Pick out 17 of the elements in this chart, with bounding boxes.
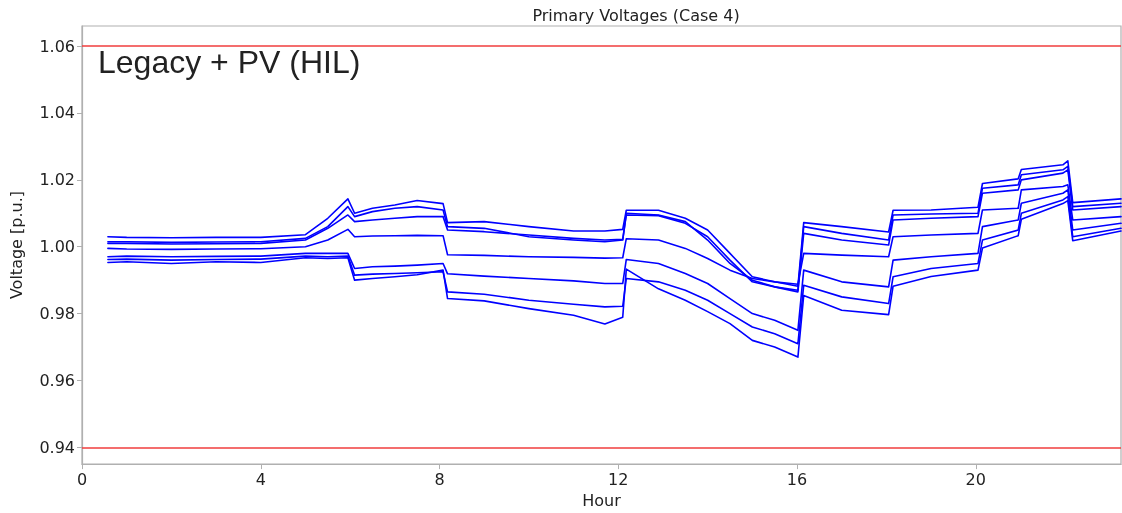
chart-title: Primary Voltages (Case 4): [532, 5, 740, 25]
x-tick-label: 20: [965, 469, 986, 489]
annotation: Legacy + PV (HIL): [98, 44, 361, 80]
y-tick-label: 0.98: [39, 304, 75, 324]
y-tick-label: 0.96: [39, 370, 75, 390]
y-tick-label: 0.94: [39, 437, 75, 457]
x-tick-label: 12: [608, 469, 629, 489]
y-tick-label: 1.02: [39, 170, 75, 190]
x-tick-label: 8: [434, 469, 445, 489]
x-tick-label: 0: [76, 469, 88, 489]
y-tick-label: 1.00: [39, 237, 75, 257]
y-tick-label: 1.04: [39, 103, 75, 123]
x-axis-title: Hour: [582, 490, 622, 510]
y-tick-label: 1.06: [39, 36, 75, 56]
y-axis-title: Voltage [p.u.]: [6, 191, 26, 300]
x-tick-label: 16: [786, 469, 808, 489]
x-tick-label: 4: [255, 469, 266, 489]
